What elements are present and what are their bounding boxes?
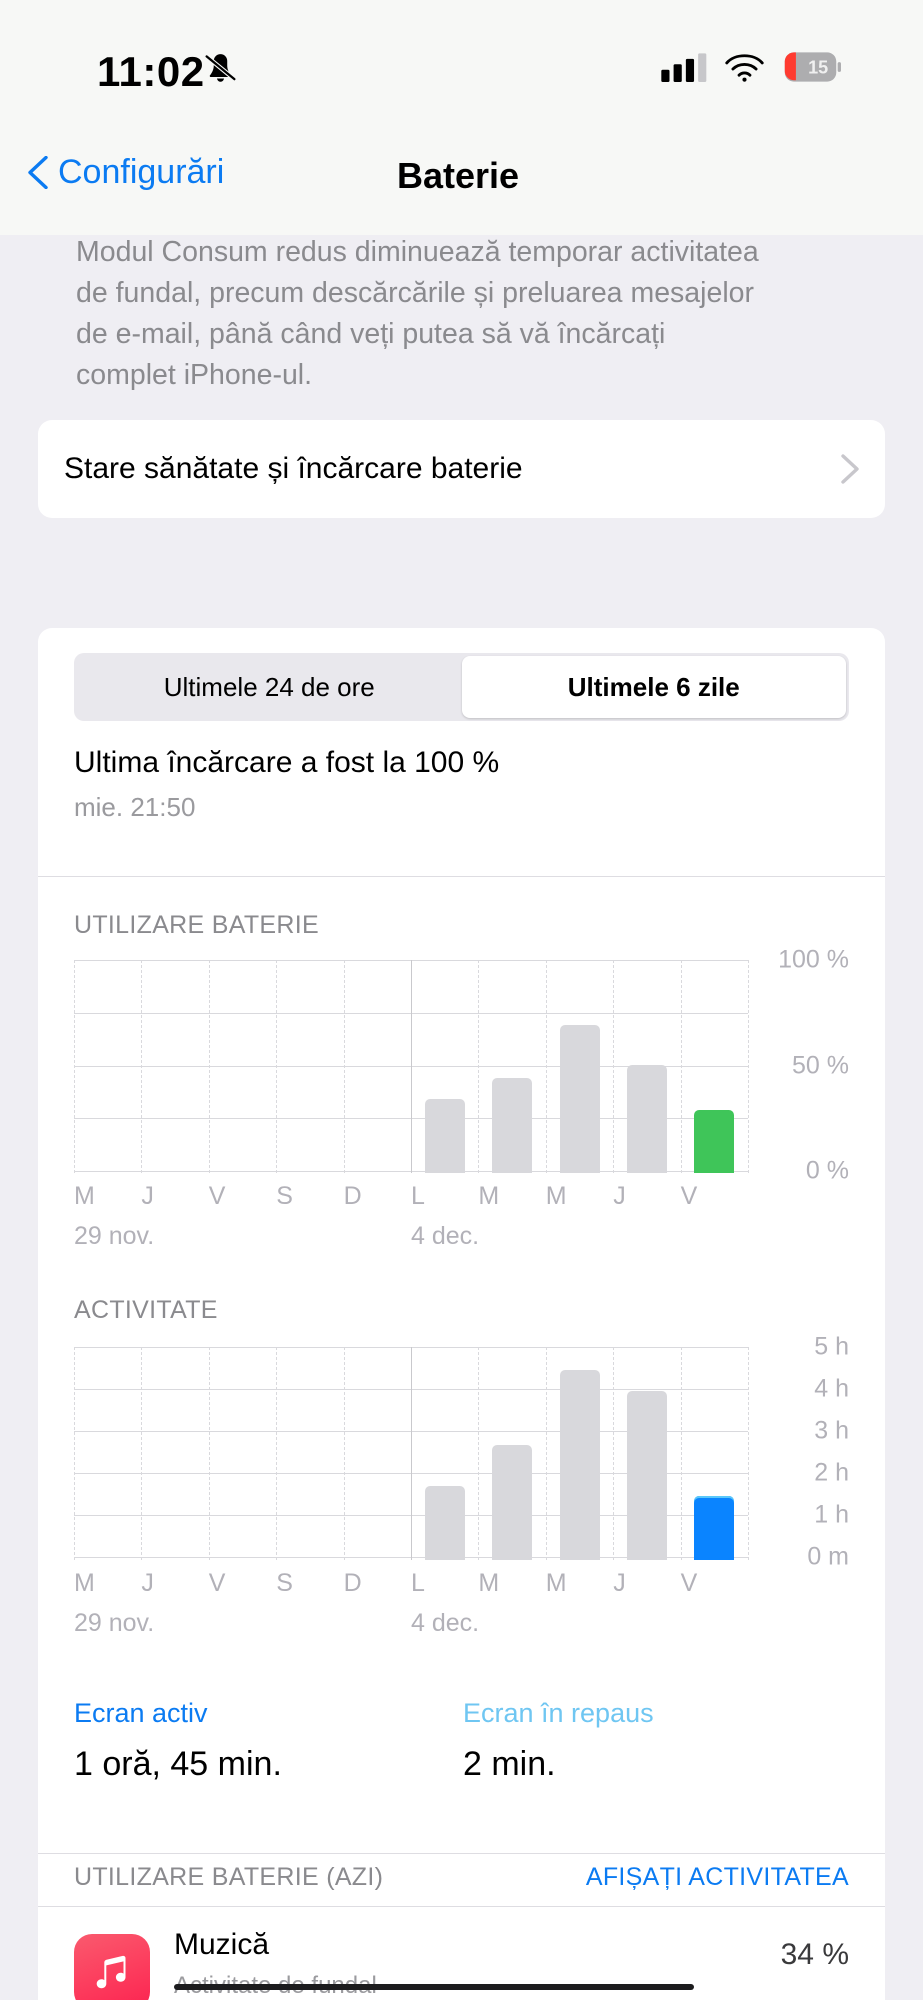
svg-text:15: 15 [808, 57, 828, 77]
